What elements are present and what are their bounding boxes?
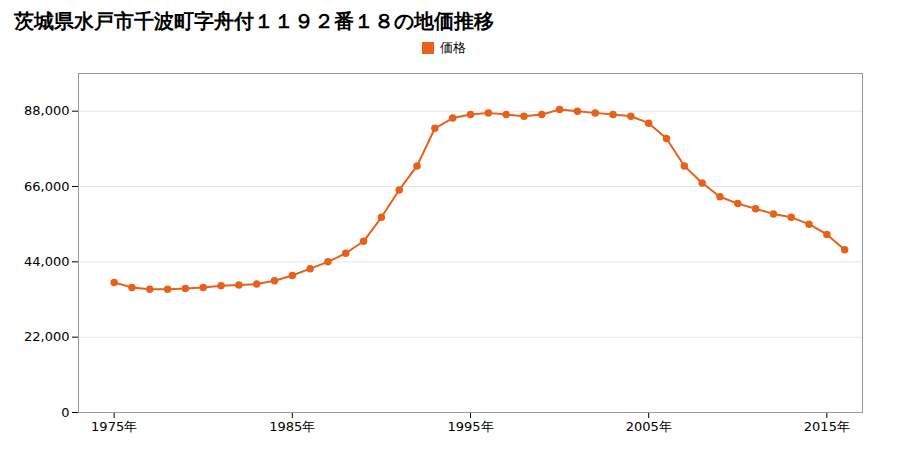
svg-text:1985年: 1985年 [269, 419, 315, 434]
svg-text:88,000: 88,000 [24, 103, 70, 118]
svg-text:44,000: 44,000 [24, 254, 70, 269]
svg-text:2005年: 2005年 [626, 419, 672, 434]
html-text:茨城県水戸市千波町字舟付１１９２番１８の地価推移: 茨城県水戸市千波町字舟付１１９２番１８の地価推移 [14, 9, 494, 33]
svg-text:0: 0 [61, 405, 69, 420]
html-text:価格: 価格 [440, 40, 466, 55]
svg-text:22,000: 22,000 [24, 329, 70, 344]
svg-text:1995年: 1995年 [447, 419, 493, 434]
svg-text:2015年: 2015年 [804, 419, 850, 434]
svg-text:1975年: 1975年 [91, 419, 137, 434]
svg-text:66,000: 66,000 [24, 179, 70, 194]
